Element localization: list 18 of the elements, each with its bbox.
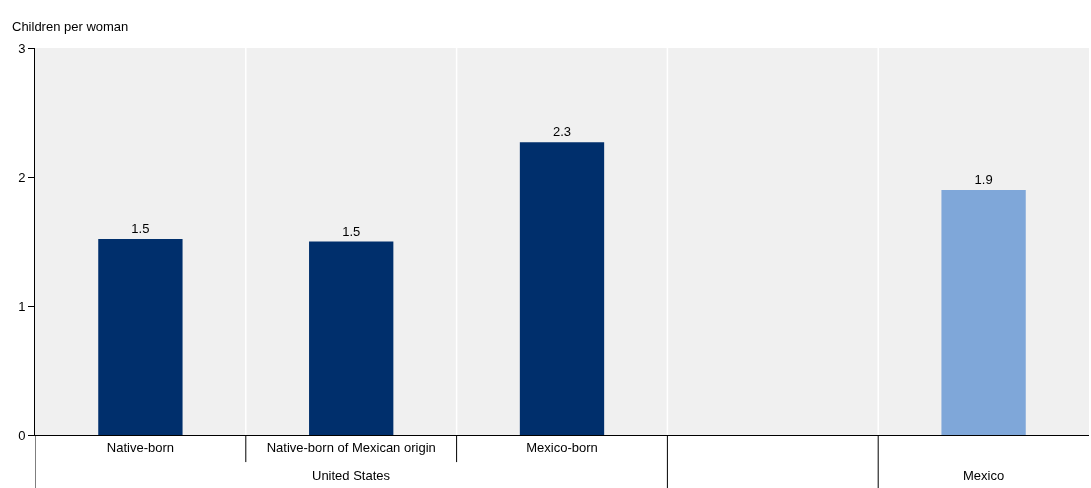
text: United States — [312, 468, 391, 483]
text: Mexico — [963, 468, 1005, 483]
y-tick-label: 3 — [18, 40, 26, 56]
bar — [941, 189, 1026, 435]
bar — [519, 142, 605, 435]
y-tick-label: 2 — [18, 169, 26, 185]
y-tick-label: 0 — [18, 427, 26, 443]
bar — [309, 241, 394, 435]
data-label: 1.5 — [342, 223, 361, 239]
y-axis-title: Children per woman — [12, 19, 129, 34]
y-tick-label: 1 — [18, 298, 26, 314]
data-label: 1.9 — [974, 171, 993, 187]
x-tick-label: Mexico-born — [526, 439, 598, 455]
data-label: 2.3 — [552, 124, 572, 140]
x-tick-label: Native-born — [106, 439, 174, 455]
bar — [98, 238, 183, 435]
x-tick-label: Native-born of Mexican origin — [266, 439, 436, 455]
data-label: 1.5 — [131, 220, 150, 236]
